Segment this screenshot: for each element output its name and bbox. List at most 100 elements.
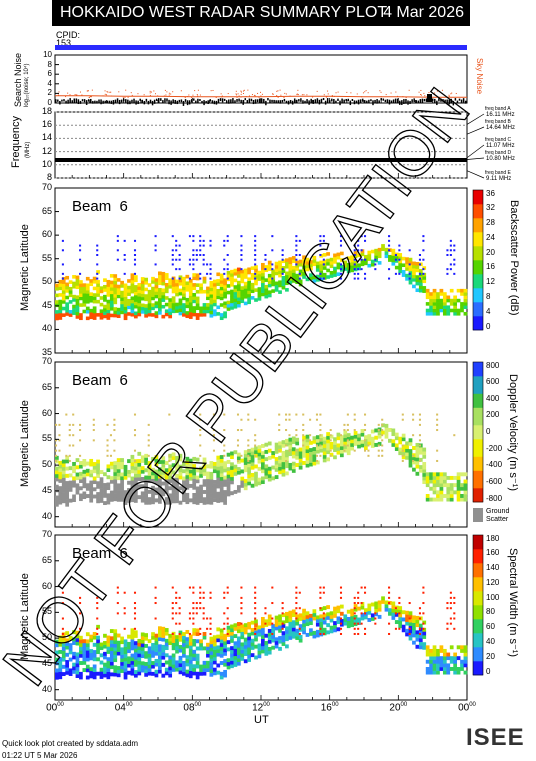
heatmap-cell (130, 491, 135, 495)
heatmap-cell (377, 604, 382, 609)
heatmap-cell (120, 297, 124, 301)
noise-dot (124, 96, 126, 98)
heatmap-cell (144, 297, 148, 302)
heatmap-cell (65, 638, 70, 643)
heatmap-cell (309, 260, 313, 264)
colorbar-cell (473, 284, 483, 289)
heatmap-cell (171, 667, 176, 672)
heatmap-cell (254, 244, 257, 247)
heatmap-cell (298, 272, 301, 275)
heatmap-cell (442, 308, 447, 313)
heatmap-cell (226, 452, 231, 457)
noise-dot (104, 93, 106, 95)
heatmap-cell (133, 291, 138, 296)
heatmap-cell (103, 673, 107, 678)
heatmap-cell (453, 663, 457, 668)
heatmap-cell (127, 480, 131, 485)
heatmap-cell (463, 295, 468, 300)
heatmap-cell (61, 313, 66, 317)
search-noise-bar (162, 100, 164, 104)
heatmap-cell (456, 308, 461, 313)
heatmap-cell (65, 413, 68, 416)
heatmap-cell (364, 435, 368, 440)
heatmap-cell (96, 484, 100, 489)
heatmap-cell (55, 286, 59, 291)
heatmap-cell (285, 449, 289, 454)
heatmap-cell (230, 465, 234, 470)
heatmap-cell (120, 294, 124, 298)
heatmap-cell (267, 650, 272, 655)
heatmap-cell (398, 612, 401, 615)
heatmap-cell (415, 450, 420, 455)
heatmap-cell (103, 308, 107, 312)
heatmap-cell (158, 467, 162, 472)
heatmap-cell (113, 464, 118, 469)
heatmap-cell (285, 456, 289, 461)
heatmap-cell (55, 643, 59, 648)
heatmap-cell (216, 462, 221, 467)
heatmap-cell (96, 646, 100, 651)
heatmap-cell (456, 483, 461, 488)
heatmap-cell (202, 497, 207, 502)
heatmap-cell (233, 301, 238, 306)
heatmap-cell (422, 472, 427, 477)
heatmap-cell (374, 263, 377, 266)
heatmap-cell (236, 287, 241, 291)
heatmap-cell (216, 477, 221, 482)
heatmap-cell (219, 290, 224, 294)
heatmap-cell (415, 637, 420, 642)
heatmap-cell (319, 586, 322, 589)
heatmap-cell (123, 591, 126, 594)
heatmap-cell (168, 641, 173, 646)
heatmap-cell (401, 628, 406, 633)
colorbar-frame (472, 189, 484, 331)
heatmap-cell (133, 239, 137, 242)
heatmap-cell (192, 638, 197, 643)
heatmap-cell (103, 655, 107, 660)
colorbar-tick-label: 100 (486, 592, 500, 602)
heatmap-cell (422, 276, 427, 280)
heatmap-cell (55, 283, 59, 288)
heatmap-cell (168, 311, 173, 316)
heatmap-cell (92, 462, 97, 466)
heatmap-cell (212, 483, 217, 488)
search-noise-bar (347, 98, 350, 102)
heatmap-cell (453, 596, 456, 599)
heatmap-cell (436, 292, 440, 296)
heatmap-cell (103, 644, 107, 649)
heatmap-cell (322, 259, 327, 264)
heatmap-cell (223, 258, 226, 261)
heatmap-cell (188, 663, 193, 668)
heatmap-cell (185, 662, 190, 667)
heatmap-cell (326, 446, 330, 451)
heatmap-cell (164, 273, 169, 277)
heatmap-cell (199, 283, 203, 287)
heatmap-cell (346, 436, 351, 441)
heatmap-cell (116, 472, 121, 477)
heatmap-cell (353, 617, 356, 620)
noise-dot (65, 96, 67, 98)
heatmap-cell (133, 275, 138, 279)
freq-band-value: 10.80 MHz (486, 156, 516, 162)
heatmap-cell (226, 270, 231, 275)
heatmap-cell (188, 645, 193, 650)
heatmap-cell (161, 634, 166, 638)
heatmap-cell (182, 664, 186, 669)
heatmap-cell (96, 283, 100, 287)
search-noise-bar (209, 99, 211, 102)
heatmap-cell (381, 599, 385, 604)
heatmap-cell (326, 275, 330, 279)
heatmap-cell (55, 675, 59, 680)
noise-dot (423, 92, 425, 94)
heatmap-cell (182, 309, 186, 314)
noise-dot (165, 94, 167, 96)
heatmap-cell (281, 458, 286, 463)
heatmap-cell (123, 306, 128, 311)
heatmap-cell (168, 666, 173, 671)
noise-dot (191, 97, 193, 99)
heatmap-cell (261, 443, 265, 448)
heatmap-cell (158, 307, 162, 312)
heatmap-cell (202, 664, 207, 669)
heatmap-cell (199, 591, 202, 594)
heatmap-cell (96, 602, 99, 605)
